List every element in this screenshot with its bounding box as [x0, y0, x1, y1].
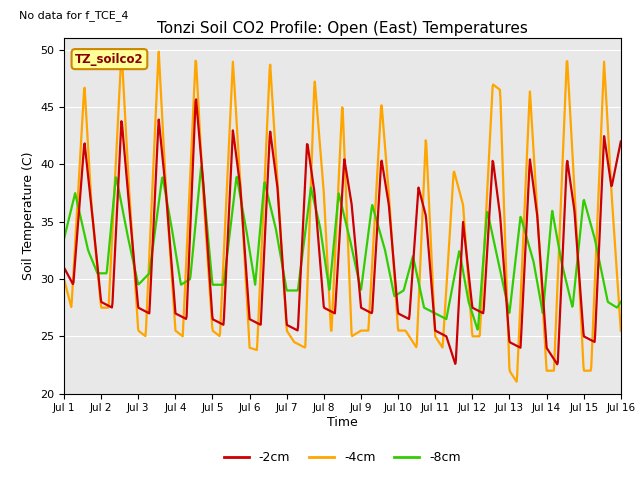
Line: -2cm: -2cm: [64, 99, 621, 364]
-8cm: [474, 327, 481, 333]
-2cm: [286, 324, 294, 329]
-4cm: [306, 214, 314, 220]
-8cm: [306, 193, 314, 199]
Y-axis label: Soil Temperature (C): Soil Temperature (C): [22, 152, 35, 280]
-2cm: [505, 330, 513, 336]
-4cm: [60, 276, 68, 282]
-2cm: [443, 335, 451, 341]
Legend: -2cm, -4cm, -8cm: -2cm, -4cm, -8cm: [219, 446, 466, 469]
Line: -4cm: -4cm: [64, 52, 621, 382]
-8cm: [117, 198, 125, 204]
Line: -8cm: -8cm: [64, 167, 621, 330]
-2cm: [495, 202, 502, 208]
-2cm: [554, 361, 561, 367]
-4cm: [117, 60, 125, 66]
-2cm: [60, 264, 68, 270]
X-axis label: Time: Time: [327, 416, 358, 429]
-2cm: [617, 139, 625, 144]
Text: TZ_soilco2: TZ_soilco2: [75, 53, 144, 66]
-4cm: [505, 348, 513, 353]
-4cm: [155, 49, 163, 55]
Title: Tonzi Soil CO2 Profile: Open (East) Temperatures: Tonzi Soil CO2 Profile: Open (East) Temp…: [157, 21, 528, 36]
-4cm: [513, 379, 520, 384]
-4cm: [443, 276, 451, 282]
-2cm: [306, 157, 314, 163]
-4cm: [617, 328, 625, 334]
-2cm: [117, 130, 125, 135]
-8cm: [617, 299, 625, 305]
-8cm: [506, 310, 513, 316]
-2cm: [192, 96, 200, 102]
-8cm: [495, 264, 503, 269]
-8cm: [443, 313, 451, 319]
-8cm: [197, 164, 205, 170]
-4cm: [286, 332, 294, 338]
-4cm: [495, 86, 502, 92]
-8cm: [60, 236, 68, 242]
Text: No data for f_TCE_4: No data for f_TCE_4: [19, 10, 129, 21]
-8cm: [286, 288, 294, 293]
